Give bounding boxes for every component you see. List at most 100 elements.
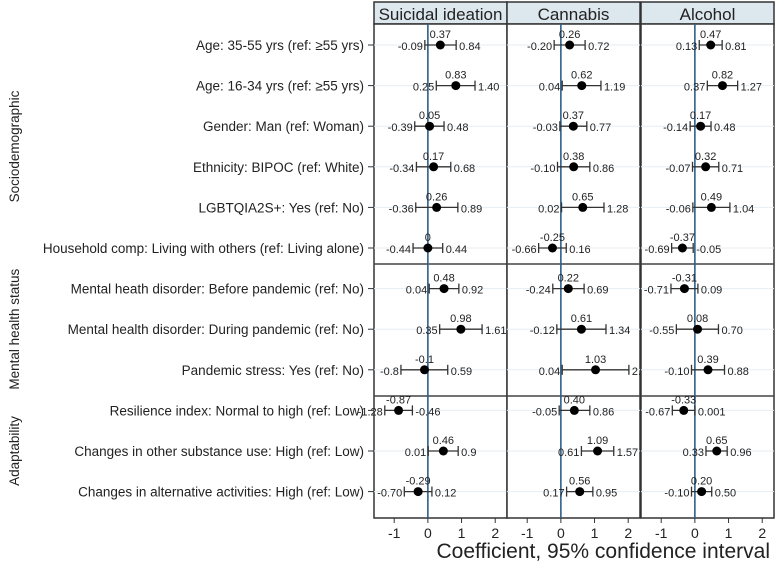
- ci-lower-label: -0.09: [398, 41, 423, 53]
- point-estimate: [577, 81, 587, 91]
- x-tick-label: 2: [758, 525, 766, 541]
- ci-lower-label: -0.05: [532, 406, 557, 418]
- panel-cannabis: Cannabis-1 0 1 20.26-0.20 0.720.620.04 1.190.…: [506, 1, 653, 541]
- x-tick-label: 2: [491, 525, 499, 541]
- point-estimate: [693, 324, 703, 334]
- point-estimate: [439, 284, 449, 294]
- panel-alcohol: Alcohol -1 0 1 2 0.470.13 0.81 0.82 0.37 1.27 0.17…: [640, 1, 775, 541]
- estimate-label: 0.40: [564, 394, 585, 406]
- estimate-row: 1.09 0.61 1.57: [558, 435, 638, 459]
- ci-upper-label: 0.86: [593, 406, 614, 418]
- estimate-row: -0.33-0.67 0.001: [645, 394, 725, 418]
- point-estimate: [451, 81, 461, 91]
- row-label: Age: 16-34 yrs (ref: ≥55 yrs): [196, 79, 364, 94]
- ci-upper-label: 0.09: [701, 285, 722, 297]
- ci-lower-label: -0.34: [389, 163, 414, 175]
- point-estimate: [563, 284, 573, 294]
- point-estimate: [706, 40, 716, 50]
- ci-lower-label: 0.35: [416, 325, 437, 337]
- ci-upper-label: -0.05: [696, 244, 721, 256]
- estimate-label: -0.1: [415, 354, 434, 366]
- x-tick-label: 1: [458, 525, 466, 541]
- ci-upper-label: 1.61: [485, 325, 506, 337]
- ci-lower-label: -0.66: [512, 244, 537, 256]
- ci-lower-label: -0.12: [530, 325, 555, 337]
- ci-lower-label: 0.17: [543, 488, 564, 500]
- ci-upper-label: 0.71: [722, 163, 743, 175]
- ci-upper-label: 0.72: [588, 41, 609, 53]
- estimate-row: 0.32 -0.07 0.71: [665, 151, 743, 175]
- ci-upper-label: 1.27: [741, 82, 762, 94]
- estimate-label: 0.49: [701, 191, 722, 203]
- estimate-label: 0.37: [430, 29, 451, 41]
- estimate-row: 0.26 -0.36 0.89: [389, 191, 483, 215]
- row-label: Age: 35-55 yrs (ref: ≥55 yrs): [196, 38, 364, 53]
- point-estimate: [435, 40, 445, 50]
- point-estimate: [575, 487, 585, 497]
- ci-upper-label: 0.81: [725, 41, 746, 53]
- row-label: Household comp: Living with others (ref:…: [43, 241, 364, 256]
- estimate-row: 0.48 0.04 0.92: [406, 273, 483, 297]
- estimate-row: 0.37 -0.03 0.77: [533, 110, 611, 134]
- estimate-label: -0.25: [540, 232, 565, 244]
- row-label: Resilience index: Normal to high (ref: L…: [110, 403, 364, 418]
- x-tick-label: 1: [725, 525, 733, 541]
- ci-lower-label: -0.10: [664, 366, 689, 378]
- ci-upper-label: 0.68: [454, 163, 475, 175]
- row-label: Mental heath disorder: Before pandemic (…: [71, 282, 364, 297]
- x-tick-label: -1: [521, 525, 534, 541]
- ci-lower-label: -0.14: [663, 122, 688, 134]
- estimate-row: 0.470.13 0.81: [676, 29, 747, 53]
- estimate-label: 0.82: [712, 70, 733, 82]
- ci-upper-label: 0.92: [462, 285, 483, 297]
- estimate-label: 0.39: [697, 354, 718, 366]
- point-estimate: [697, 487, 707, 497]
- point-estimate: [679, 405, 689, 415]
- estimate-row: 0.08 -0.55 0.70: [649, 313, 743, 337]
- ci-upper-label: 0.12: [435, 488, 456, 500]
- ci-lower-label: 0.04: [539, 82, 560, 94]
- row-label: Changes in alternative activities: High …: [78, 485, 364, 500]
- row-label: Gender: Man (ref: Woman): [203, 119, 364, 134]
- estimate-label: 0.65: [572, 191, 593, 203]
- ci-lower-label: -0.70: [377, 488, 402, 500]
- estimate-label: 0: [425, 232, 431, 244]
- estimate-label: 0.98: [450, 313, 471, 325]
- estimate-label: 1.03: [585, 354, 606, 366]
- estimate-label: -0.29: [406, 476, 431, 488]
- estimate-label: 0.65: [706, 435, 727, 447]
- ci-upper-label: 0.77: [590, 122, 611, 134]
- estimate-row: -0.29 -0.70 0.12: [377, 476, 456, 500]
- point-estimate: [712, 446, 722, 456]
- row-label: Changes in other substance use: High (re…: [74, 444, 364, 459]
- estimate-row: 0.37 -0.09 0.84: [398, 29, 481, 53]
- point-estimate: [677, 243, 687, 253]
- ci-upper-label: 1.57: [617, 447, 638, 459]
- estimate-label: 0.62: [571, 70, 592, 82]
- x-tick-label: -1: [655, 525, 668, 541]
- ci-upper-label: 0.16: [569, 244, 590, 256]
- point-estimate: [429, 162, 439, 172]
- ci-lower-label: -1.28: [358, 406, 383, 418]
- estimate-row: 0.62 0.04 1.19: [539, 70, 626, 94]
- ci-lower-label: -0.07: [665, 163, 690, 175]
- ci-lower-label: -0.39: [388, 122, 413, 134]
- estimate-row: 0.83 0.25 1.40: [413, 70, 500, 94]
- estimate-label: 1.09: [587, 435, 608, 447]
- estimate-row: 0.17-0.14 0.48: [663, 110, 735, 134]
- estimate-label: -0.31: [672, 273, 697, 285]
- panel-title: Suicidal ideation: [379, 5, 503, 24]
- estimate-row: 0.38 -0.10 0.86: [530, 151, 614, 175]
- estimate-row: 0.49 -0.06 1.04: [666, 191, 755, 215]
- estimate-row: 0.40 -0.05 0.86: [532, 394, 614, 418]
- group-label: Mental health status: [7, 269, 22, 390]
- ci-lower-label: 0.33: [683, 447, 704, 459]
- x-tick-label: 0: [691, 525, 699, 541]
- estimate-row: 0 -0.44 0.44: [386, 232, 467, 256]
- ci-lower-label: -0.44: [386, 244, 411, 256]
- ci-lower-label: -0.55: [649, 325, 674, 337]
- panel-title: Cannabis: [538, 5, 610, 24]
- estimate-label: 0.83: [445, 70, 466, 82]
- estimate-row: -0.25-0.66 0.16: [512, 232, 591, 256]
- point-estimate: [394, 405, 404, 415]
